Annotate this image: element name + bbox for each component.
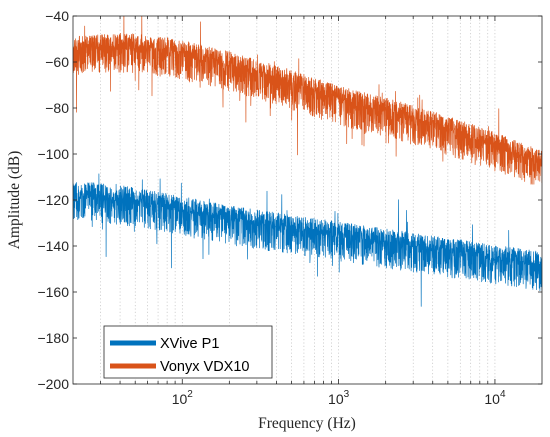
y-tick-label: −100 <box>37 146 69 162</box>
y-tick-label: −120 <box>37 192 69 208</box>
y-tick-label: −40 <box>45 8 69 24</box>
y-tick-label: −140 <box>37 238 69 254</box>
y-tick-label: −160 <box>37 284 69 300</box>
x-tick-label: 104 <box>484 389 506 407</box>
y-axis-title: Amplitude (dB) <box>6 151 23 250</box>
x-tick-label: 103 <box>328 389 350 407</box>
y-tick-label: −200 <box>37 376 69 392</box>
x-axis-title: Frequency (Hz) <box>258 415 356 432</box>
x-tick-label: 102 <box>172 389 194 407</box>
legend-box <box>103 325 273 379</box>
y-tick-label: −180 <box>37 330 69 346</box>
series-line <box>73 16 542 185</box>
legend: XVive P1 Vonyx VDX10 <box>103 325 273 379</box>
series-line <box>73 173 542 307</box>
y-tick-label: −80 <box>45 100 69 116</box>
legend-label-xvive: XVive P1 <box>160 336 219 352</box>
axis-ticks: −40 −60 −80 −100 −120 −140 −160 −180 −200 102 103 1… <box>37 8 542 407</box>
series-layer <box>73 16 542 307</box>
y-tick-label: −60 <box>45 54 69 70</box>
legend-label-vonyx: Vonyx VDX10 <box>160 359 249 375</box>
